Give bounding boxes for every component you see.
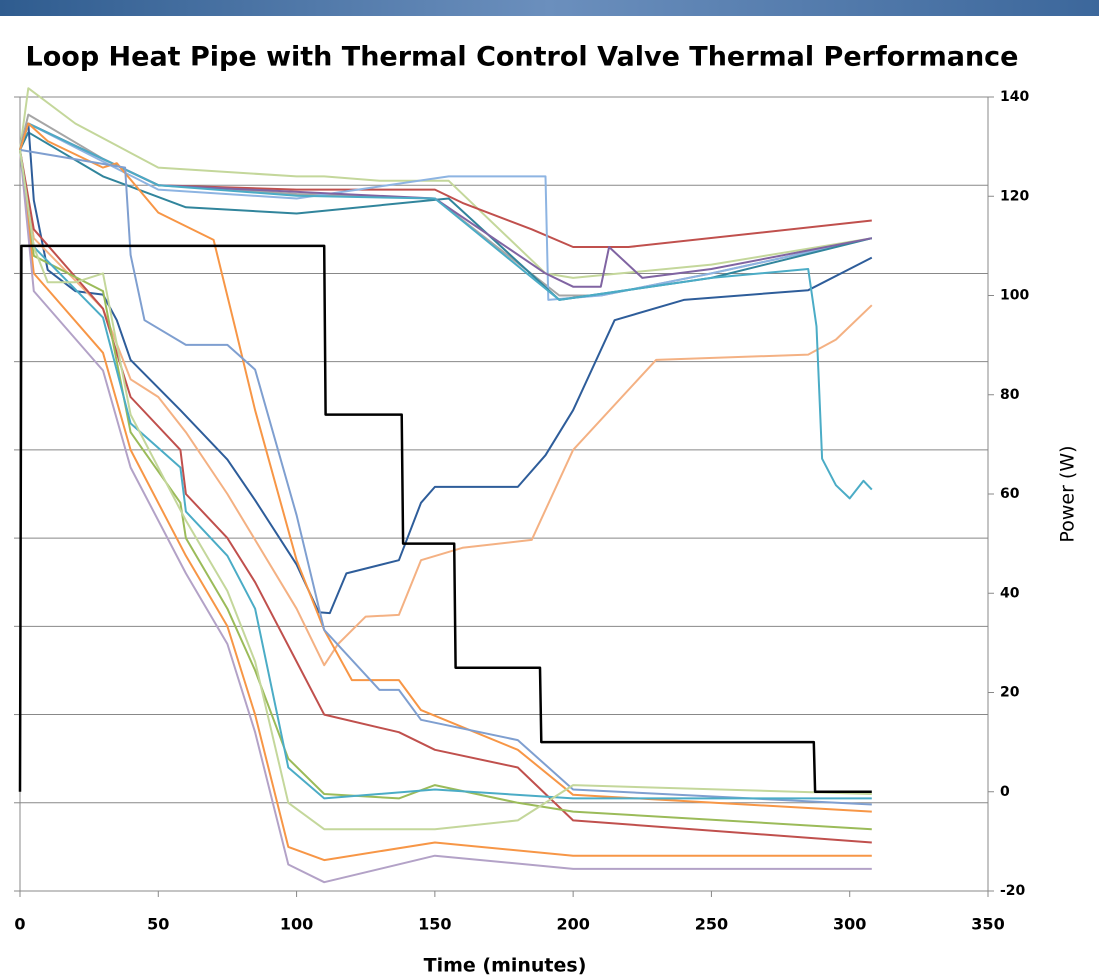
y2-tick-label: -20 [1000, 883, 1026, 899]
series-line [19, 149, 872, 831]
series-line [19, 149, 873, 667]
banner [0, 0, 1099, 16]
series-line [19, 122, 872, 813]
x-tick-label: 350 [971, 915, 1004, 934]
x-tick-label: 250 [695, 915, 728, 934]
series-line [19, 149, 872, 800]
y2-tick-label: 40 [1000, 585, 1020, 601]
y2-tick-label: 100 [1000, 288, 1029, 304]
y2-tick-label: 20 [1000, 685, 1020, 701]
series-line [19, 122, 873, 500]
y2-tick-label: 60 [1000, 486, 1020, 502]
series-line [19, 149, 872, 831]
x-tick-label: 150 [418, 915, 451, 934]
y2-tick-label: 80 [1000, 387, 1020, 403]
y2-tick-label: 140 [1000, 89, 1029, 105]
x-tick-label: 0 [14, 915, 25, 934]
series-line [19, 149, 872, 844]
x-axis-label: Time (minutes) [424, 955, 587, 977]
series-line [19, 87, 872, 279]
series-line [19, 149, 872, 884]
x-tick-label: 50 [147, 915, 169, 934]
series-line [19, 148, 872, 806]
series-line [18, 244, 872, 794]
y2-tick-label: 0 [1000, 784, 1010, 800]
series-line [19, 122, 872, 288]
x-tick-label: 200 [556, 915, 589, 934]
x-tick-label: 300 [833, 915, 866, 934]
series-line [19, 122, 873, 615]
series-line [19, 149, 872, 862]
y2-axis-label: Power (W) [1057, 445, 1079, 542]
chart-title: Loop Heat Pipe with Thermal Control Valv… [26, 42, 1019, 73]
y2-tick-label: 120 [1000, 188, 1029, 204]
x-tick-label: 100 [280, 915, 313, 934]
series-line [19, 122, 873, 301]
